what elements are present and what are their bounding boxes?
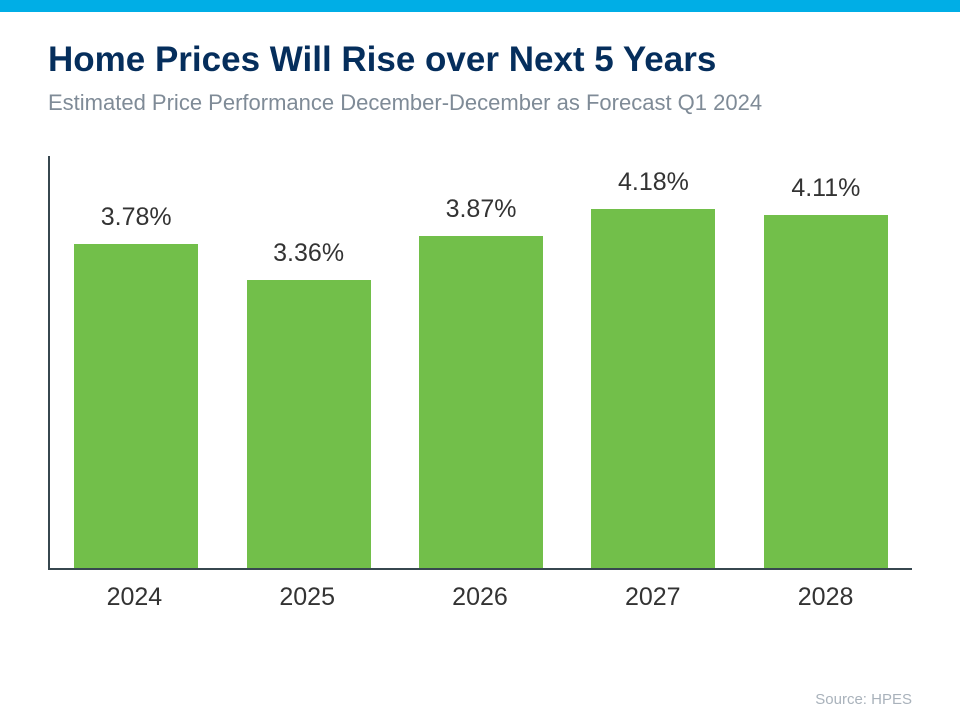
- x-axis-label: 2026: [394, 583, 567, 612]
- bar: [419, 236, 543, 568]
- bar-slot: 4.11%: [740, 156, 912, 568]
- accent-top-bar: [0, 0, 960, 12]
- bar: [591, 209, 715, 568]
- bar-slot: 3.36%: [222, 156, 394, 568]
- x-axis-label: 2025: [221, 583, 394, 612]
- bar-value-label: 4.11%: [740, 174, 912, 203]
- bars-row: 3.78%3.36%3.87%4.18%4.11%: [50, 156, 912, 568]
- bar-chart: 3.78%3.36%3.87%4.18%4.11% 20242025202620…: [48, 156, 912, 626]
- x-axis-label: 2028: [739, 583, 912, 612]
- bar-slot: 4.18%: [567, 156, 739, 568]
- bar: [247, 280, 371, 568]
- content-container: Home Prices Will Rise over Next 5 Years …: [0, 12, 960, 626]
- plot-area: 3.78%3.36%3.87%4.18%4.11%: [48, 156, 912, 570]
- x-axis-label: 2027: [566, 583, 739, 612]
- bar-slot: 3.87%: [395, 156, 567, 568]
- bar: [764, 215, 888, 568]
- source-attribution: Source: HPES: [815, 691, 912, 708]
- bar-value-label: 3.36%: [222, 239, 394, 268]
- bar: [74, 244, 198, 568]
- bar-slot: 3.78%: [50, 156, 222, 568]
- chart-subtitle: Estimated Price Performance December-Dec…: [48, 90, 912, 116]
- bar-value-label: 3.78%: [50, 203, 222, 232]
- bar-value-label: 3.87%: [395, 195, 567, 224]
- x-axis-labels: 20242025202620272028: [48, 583, 912, 612]
- chart-title: Home Prices Will Rise over Next 5 Years: [48, 40, 912, 80]
- bar-value-label: 4.18%: [567, 168, 739, 197]
- x-axis-label: 2024: [48, 583, 221, 612]
